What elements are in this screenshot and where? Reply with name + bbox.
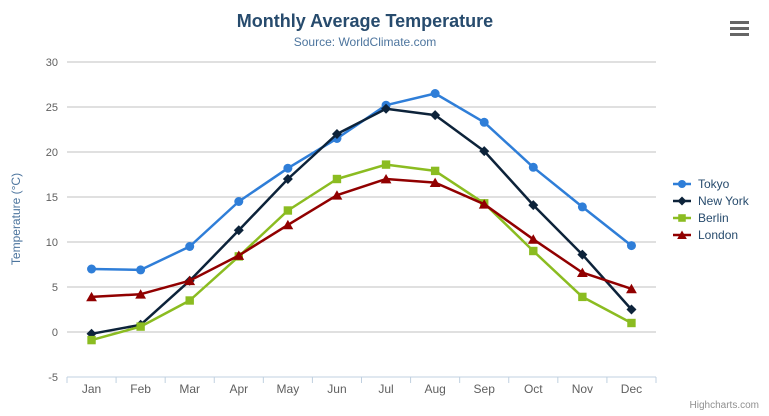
point-marker bbox=[380, 174, 392, 184]
y-axis-label: 10 bbox=[46, 237, 58, 249]
chart-subtitle: Source: WorldClimate.com bbox=[293, 35, 437, 49]
point-marker bbox=[527, 234, 539, 244]
point-marker bbox=[184, 275, 196, 286]
point-marker bbox=[627, 318, 636, 328]
y-axis-label: 25 bbox=[46, 102, 58, 114]
point-marker bbox=[185, 296, 194, 305]
x-axis-label: Aug bbox=[424, 382, 445, 396]
hamburger-icon bbox=[730, 33, 749, 36]
point-marker bbox=[233, 250, 245, 260]
point-marker bbox=[282, 219, 294, 230]
x-axis-label: Nov bbox=[572, 382, 593, 396]
x-axis-label: Sep bbox=[474, 382, 496, 396]
y-axis-label: 30 bbox=[46, 57, 58, 69]
point-marker bbox=[87, 335, 96, 345]
point-marker bbox=[331, 190, 343, 200]
export-menu-button[interactable] bbox=[730, 21, 749, 39]
point-marker bbox=[234, 197, 244, 206]
point-marker bbox=[87, 264, 97, 274]
point-marker bbox=[430, 89, 440, 98]
point-marker bbox=[677, 230, 687, 239]
point-marker bbox=[478, 199, 490, 209]
hamburger-icon bbox=[730, 27, 749, 30]
point-marker bbox=[136, 322, 145, 331]
point-marker bbox=[479, 117, 489, 127]
x-axis-label: Jan bbox=[82, 382, 101, 396]
point-marker bbox=[578, 292, 587, 302]
point-marker bbox=[282, 174, 293, 184]
diamond-legend-marker-icon bbox=[673, 196, 691, 206]
point-marker bbox=[677, 196, 687, 206]
point-marker bbox=[185, 242, 195, 251]
legend-item-label: Berlin bbox=[698, 211, 729, 225]
series-new-york[interactable] bbox=[86, 103, 637, 339]
y-axis-label: -5 bbox=[48, 372, 58, 384]
legend-item-berlin[interactable]: Berlin bbox=[673, 210, 749, 226]
point-marker bbox=[283, 163, 293, 173]
point-marker bbox=[529, 246, 538, 256]
point-marker bbox=[528, 162, 538, 172]
point-marker bbox=[626, 283, 637, 294]
point-marker bbox=[430, 166, 440, 176]
series-line bbox=[90, 177, 633, 299]
triangle-legend-marker-icon bbox=[673, 230, 691, 239]
chart-title: Monthly Average Temperature bbox=[236, 11, 494, 31]
legend-item-new-york[interactable]: New York bbox=[673, 193, 749, 209]
x-axis-label: Jul bbox=[378, 382, 393, 396]
y-axis-label: 5 bbox=[52, 282, 58, 294]
point-marker bbox=[626, 241, 636, 251]
x-axis-label: Apr bbox=[229, 382, 248, 396]
circle-legend-marker-icon bbox=[673, 179, 691, 189]
series-line bbox=[90, 92, 633, 272]
legend-item-label: Tokyo bbox=[698, 177, 730, 191]
point-marker bbox=[135, 289, 147, 299]
credits-link[interactable]: Highcharts.com bbox=[689, 400, 759, 411]
point-marker bbox=[678, 214, 686, 222]
point-marker bbox=[577, 249, 588, 260]
point-marker bbox=[479, 146, 490, 157]
point-marker bbox=[233, 225, 244, 236]
x-axis-label: Jun bbox=[327, 382, 346, 396]
point-marker bbox=[677, 179, 687, 189]
legend-item-label: New York bbox=[698, 194, 749, 208]
x-axis-label: Dec bbox=[621, 382, 642, 396]
point-marker bbox=[331, 129, 342, 139]
series-tokyo[interactable] bbox=[87, 89, 636, 275]
square-legend-marker-icon bbox=[673, 214, 691, 222]
point-marker bbox=[332, 174, 342, 184]
x-axis-label: Oct bbox=[524, 382, 543, 396]
series-london[interactable] bbox=[86, 174, 637, 302]
legend-item-london[interactable]: London bbox=[673, 227, 749, 243]
x-axis-label: May bbox=[277, 382, 300, 396]
legend-item-label: London bbox=[698, 228, 739, 242]
point-marker bbox=[577, 202, 587, 212]
legend: Tokyo New York Berlin London bbox=[673, 176, 749, 244]
point-marker bbox=[283, 206, 293, 215]
point-marker bbox=[576, 267, 588, 277]
point-marker bbox=[381, 160, 391, 169]
y-axis-label: 20 bbox=[46, 147, 58, 159]
y-axis-label: 0 bbox=[52, 327, 58, 339]
point-marker bbox=[528, 200, 539, 211]
x-axis-label: Feb bbox=[130, 382, 151, 396]
point-marker bbox=[626, 304, 637, 315]
y-axis-title: Temperature (°C) bbox=[9, 172, 23, 266]
point-marker bbox=[381, 103, 392, 114]
point-marker bbox=[136, 265, 146, 275]
point-marker bbox=[86, 291, 97, 302]
point-marker bbox=[429, 177, 441, 187]
series-line bbox=[90, 107, 633, 336]
y-axis-label: 15 bbox=[46, 192, 58, 204]
legend-item-tokyo[interactable]: Tokyo bbox=[673, 176, 749, 192]
hamburger-icon bbox=[730, 21, 749, 24]
x-axis-label: Mar bbox=[179, 382, 200, 396]
point-marker bbox=[430, 110, 441, 121]
series-line bbox=[90, 163, 633, 342]
